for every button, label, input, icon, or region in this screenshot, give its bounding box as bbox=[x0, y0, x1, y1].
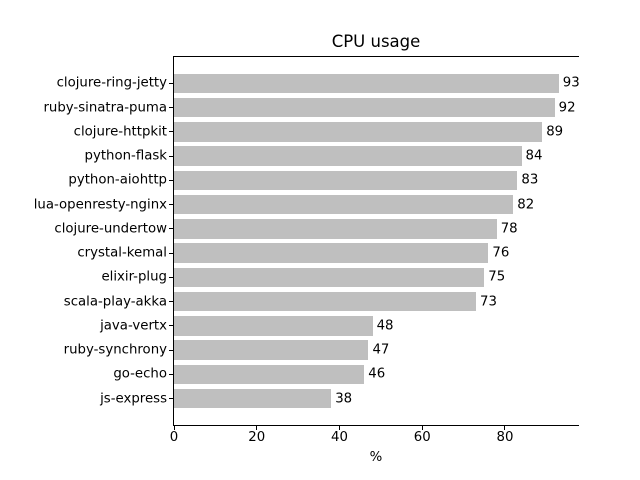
bar bbox=[174, 291, 477, 312]
x-tick-label: 0 bbox=[169, 430, 179, 445]
y-tick bbox=[169, 276, 173, 278]
y-tick-label: java-vertx bbox=[100, 318, 167, 334]
y-tick bbox=[169, 82, 173, 84]
bar-value-label: 76 bbox=[492, 245, 510, 261]
y-tick-label: clojure-ring-jetty bbox=[56, 75, 167, 91]
y-tick bbox=[169, 252, 173, 254]
y-tick bbox=[169, 179, 173, 181]
bar bbox=[174, 73, 559, 94]
bar bbox=[174, 122, 543, 142]
x-tick bbox=[173, 426, 175, 430]
y-tick-label: python-aiohttp bbox=[68, 172, 167, 188]
y-tick bbox=[169, 155, 173, 157]
bar bbox=[174, 388, 332, 409]
x-tick bbox=[256, 426, 258, 430]
bar bbox=[174, 340, 369, 360]
y-tick bbox=[169, 204, 173, 206]
y-tick-label: crystal-kemal bbox=[77, 245, 167, 261]
bar-value-label: 84 bbox=[525, 148, 543, 164]
bar bbox=[174, 364, 365, 385]
y-tick bbox=[169, 107, 173, 109]
x-tick-label: 40 bbox=[331, 430, 348, 445]
y-tick-label: js-express bbox=[100, 390, 167, 406]
y-tick bbox=[169, 349, 173, 351]
y-tick bbox=[169, 131, 173, 133]
bar-value-label: 82 bbox=[517, 196, 535, 212]
y-tick-label: clojure-undertow bbox=[54, 221, 167, 237]
bar-value-label: 78 bbox=[500, 221, 518, 237]
y-tick-label: elixir-plug bbox=[101, 269, 167, 285]
bar bbox=[174, 97, 555, 118]
y-tick bbox=[169, 373, 173, 375]
bar-value-label: 46 bbox=[368, 366, 386, 382]
bar-value-label: 47 bbox=[372, 342, 390, 358]
y-tick bbox=[169, 301, 173, 303]
y-tick-label: lua-openresty-nginx bbox=[33, 196, 167, 212]
y-tick bbox=[169, 325, 173, 327]
bar bbox=[174, 194, 514, 215]
y-tick-label: python-flask bbox=[84, 148, 167, 164]
bar-value-label: 48 bbox=[376, 318, 394, 334]
chart-title: CPU usage bbox=[331, 32, 421, 51]
y-tick-label: clojure-httpkit bbox=[73, 124, 167, 140]
plot-area: 93 92 89 84 83 82 78 76 75 73 48 47 46 38 0 20 40 60 80 bbox=[169, 56, 580, 445]
bar bbox=[174, 243, 489, 263]
x-tick-label: 20 bbox=[248, 430, 266, 445]
bar-value-label: 93 bbox=[562, 75, 580, 91]
bar-value-label: 89 bbox=[546, 124, 564, 140]
y-tick bbox=[169, 398, 173, 400]
x-tick-label: 60 bbox=[413, 430, 431, 445]
bar-value-label: 38 bbox=[335, 390, 353, 406]
bar-value-label: 75 bbox=[488, 269, 506, 285]
bar bbox=[174, 170, 518, 191]
bar-value-label: 92 bbox=[558, 100, 576, 116]
y-tick-label: scala-play-akka bbox=[63, 293, 167, 309]
y-tick-label: ruby-synchrony bbox=[63, 342, 167, 358]
x-tick bbox=[338, 426, 340, 430]
bar-value-label: 83 bbox=[521, 172, 539, 188]
bar bbox=[174, 219, 497, 239]
bar bbox=[174, 267, 485, 288]
x-tick bbox=[504, 426, 506, 430]
x-tick-label: 80 bbox=[496, 430, 514, 445]
y-tick-label: go-echo bbox=[113, 366, 167, 382]
bar bbox=[174, 146, 522, 166]
y-tick bbox=[169, 228, 173, 230]
y-tick-label: ruby-sinatra-puma bbox=[43, 100, 167, 116]
bar-value-label: 73 bbox=[480, 293, 497, 309]
x-axis-title: % bbox=[369, 450, 383, 465]
bar bbox=[174, 316, 373, 336]
x-tick bbox=[421, 426, 423, 430]
